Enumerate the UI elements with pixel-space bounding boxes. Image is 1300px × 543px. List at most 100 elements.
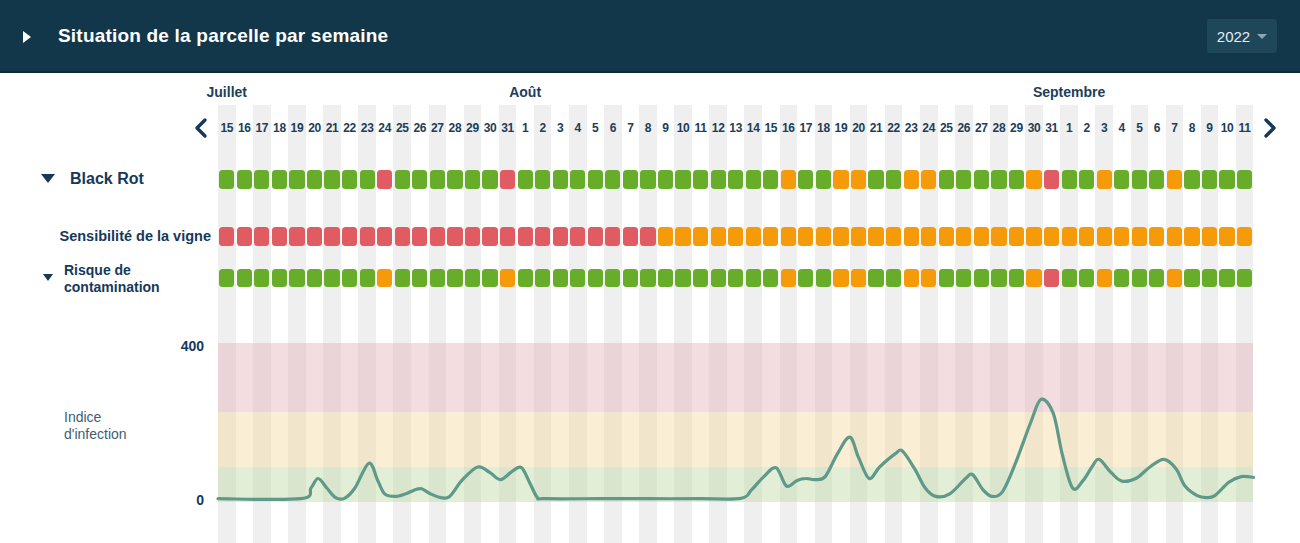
day-label: 2	[1078, 121, 1096, 137]
status-cell-sensibilite	[1097, 227, 1112, 246]
day-label: 14	[744, 121, 762, 137]
risque-expand-icon[interactable]	[43, 274, 53, 281]
status-cell-black-rot	[377, 170, 392, 189]
status-cell-risque	[272, 269, 287, 288]
status-cell-risque	[377, 269, 392, 288]
status-cell-sensibilite	[991, 227, 1006, 246]
day-label: 17	[797, 121, 815, 137]
year-select-value: 2022	[1217, 28, 1250, 45]
day-label: 9	[1201, 121, 1219, 137]
day-label: 11	[1236, 121, 1254, 137]
status-cell-risque	[412, 269, 427, 288]
status-cell-sensibilite	[237, 227, 252, 246]
ytick-400: 400	[181, 338, 204, 354]
status-cell-sensibilite	[254, 227, 269, 246]
status-cell-black-rot	[605, 170, 620, 189]
day-label: 4	[1113, 121, 1131, 137]
status-cell-black-rot	[886, 170, 901, 189]
status-cell-sensibilite	[675, 227, 690, 246]
status-cell-sensibilite	[781, 227, 796, 246]
status-cell-black-rot	[904, 170, 919, 189]
day-label: 23	[902, 121, 920, 137]
black-rot-expand-icon[interactable]	[41, 174, 55, 183]
status-cell-sensibilite	[307, 227, 322, 246]
status-cell-black-rot	[1114, 170, 1129, 189]
row-label-risque: Risque de contamination	[64, 262, 160, 296]
day-label: 7	[1166, 121, 1184, 137]
day-label: 2	[534, 121, 552, 137]
day-label: 17	[253, 121, 271, 137]
status-cell-sensibilite	[605, 227, 620, 246]
status-cell-risque	[921, 269, 936, 288]
status-cell-black-rot	[360, 170, 375, 189]
status-cell-black-rot	[851, 170, 866, 189]
status-cell-risque	[991, 269, 1006, 288]
status-cell-sensibilite	[746, 227, 761, 246]
status-cell-risque	[1009, 269, 1024, 288]
status-cell-black-rot	[588, 170, 603, 189]
status-cell-risque	[1026, 269, 1041, 288]
status-cell-risque	[307, 269, 322, 288]
status-cell-risque	[1149, 269, 1164, 288]
status-cell-sensibilite	[1202, 227, 1217, 246]
chevron-right-icon	[1262, 117, 1278, 139]
day-label: 16	[780, 121, 798, 137]
day-label: 3	[551, 121, 569, 137]
collapse-arrow-icon[interactable]	[23, 31, 31, 43]
status-cell-risque	[623, 269, 638, 288]
status-cell-black-rot	[746, 170, 761, 189]
status-cell-black-rot	[1237, 170, 1252, 189]
status-cell-black-rot	[395, 170, 410, 189]
status-cell-risque	[693, 269, 708, 288]
year-select[interactable]: 2022	[1207, 19, 1277, 53]
status-cell-black-rot	[430, 170, 445, 189]
day-label: 15	[218, 121, 236, 137]
day-label: 31	[1043, 121, 1061, 137]
status-cell-risque	[1184, 269, 1199, 288]
status-cell-black-rot	[465, 170, 480, 189]
status-cell-black-rot	[728, 170, 743, 189]
day-label: 15	[762, 121, 780, 137]
next-period-button[interactable]	[1261, 117, 1279, 141]
status-cell-sensibilite	[623, 227, 638, 246]
prev-period-button[interactable]	[192, 117, 210, 141]
day-label: 27	[429, 121, 447, 137]
status-cell-sensibilite	[658, 227, 673, 246]
status-cell-sensibilite	[868, 227, 883, 246]
status-cell-risque	[956, 269, 971, 288]
status-cell-sensibilite	[430, 227, 445, 246]
status-cell-black-rot	[781, 170, 796, 189]
status-cell-risque	[360, 269, 375, 288]
status-cell-black-rot	[868, 170, 883, 189]
status-cell-sensibilite	[518, 227, 533, 246]
status-cell-sensibilite	[1184, 227, 1199, 246]
status-cell-risque	[1079, 269, 1094, 288]
day-label: 23	[358, 121, 376, 137]
status-cell-black-rot	[1184, 170, 1199, 189]
status-cell-sensibilite	[798, 227, 813, 246]
day-label: 30	[481, 121, 499, 137]
status-cell-risque	[237, 269, 252, 288]
status-cell-black-rot	[693, 170, 708, 189]
risk-band-medium	[218, 412, 1253, 467]
status-cell-black-rot	[482, 170, 497, 189]
day-label: 1	[516, 121, 534, 137]
status-cell-black-rot	[570, 170, 585, 189]
status-cell-risque	[1167, 269, 1182, 288]
status-cell-black-rot	[237, 170, 252, 189]
day-label: 9	[657, 121, 675, 137]
status-cell-sensibilite	[377, 227, 392, 246]
status-cell-sensibilite	[395, 227, 410, 246]
day-label: 18	[271, 121, 289, 137]
page-title: Situation de la parcelle par semaine	[58, 25, 388, 47]
status-cell-black-rot	[1044, 170, 1059, 189]
status-cell-risque	[289, 269, 304, 288]
status-cell-black-rot	[518, 170, 533, 189]
status-cell-black-rot	[500, 170, 515, 189]
ytick-0: 0	[196, 492, 204, 508]
status-cell-sensibilite	[1219, 227, 1234, 246]
day-label: 12	[709, 121, 727, 137]
status-cell-risque	[886, 269, 901, 288]
status-cell-sensibilite	[588, 227, 603, 246]
status-cell-black-rot	[1202, 170, 1217, 189]
